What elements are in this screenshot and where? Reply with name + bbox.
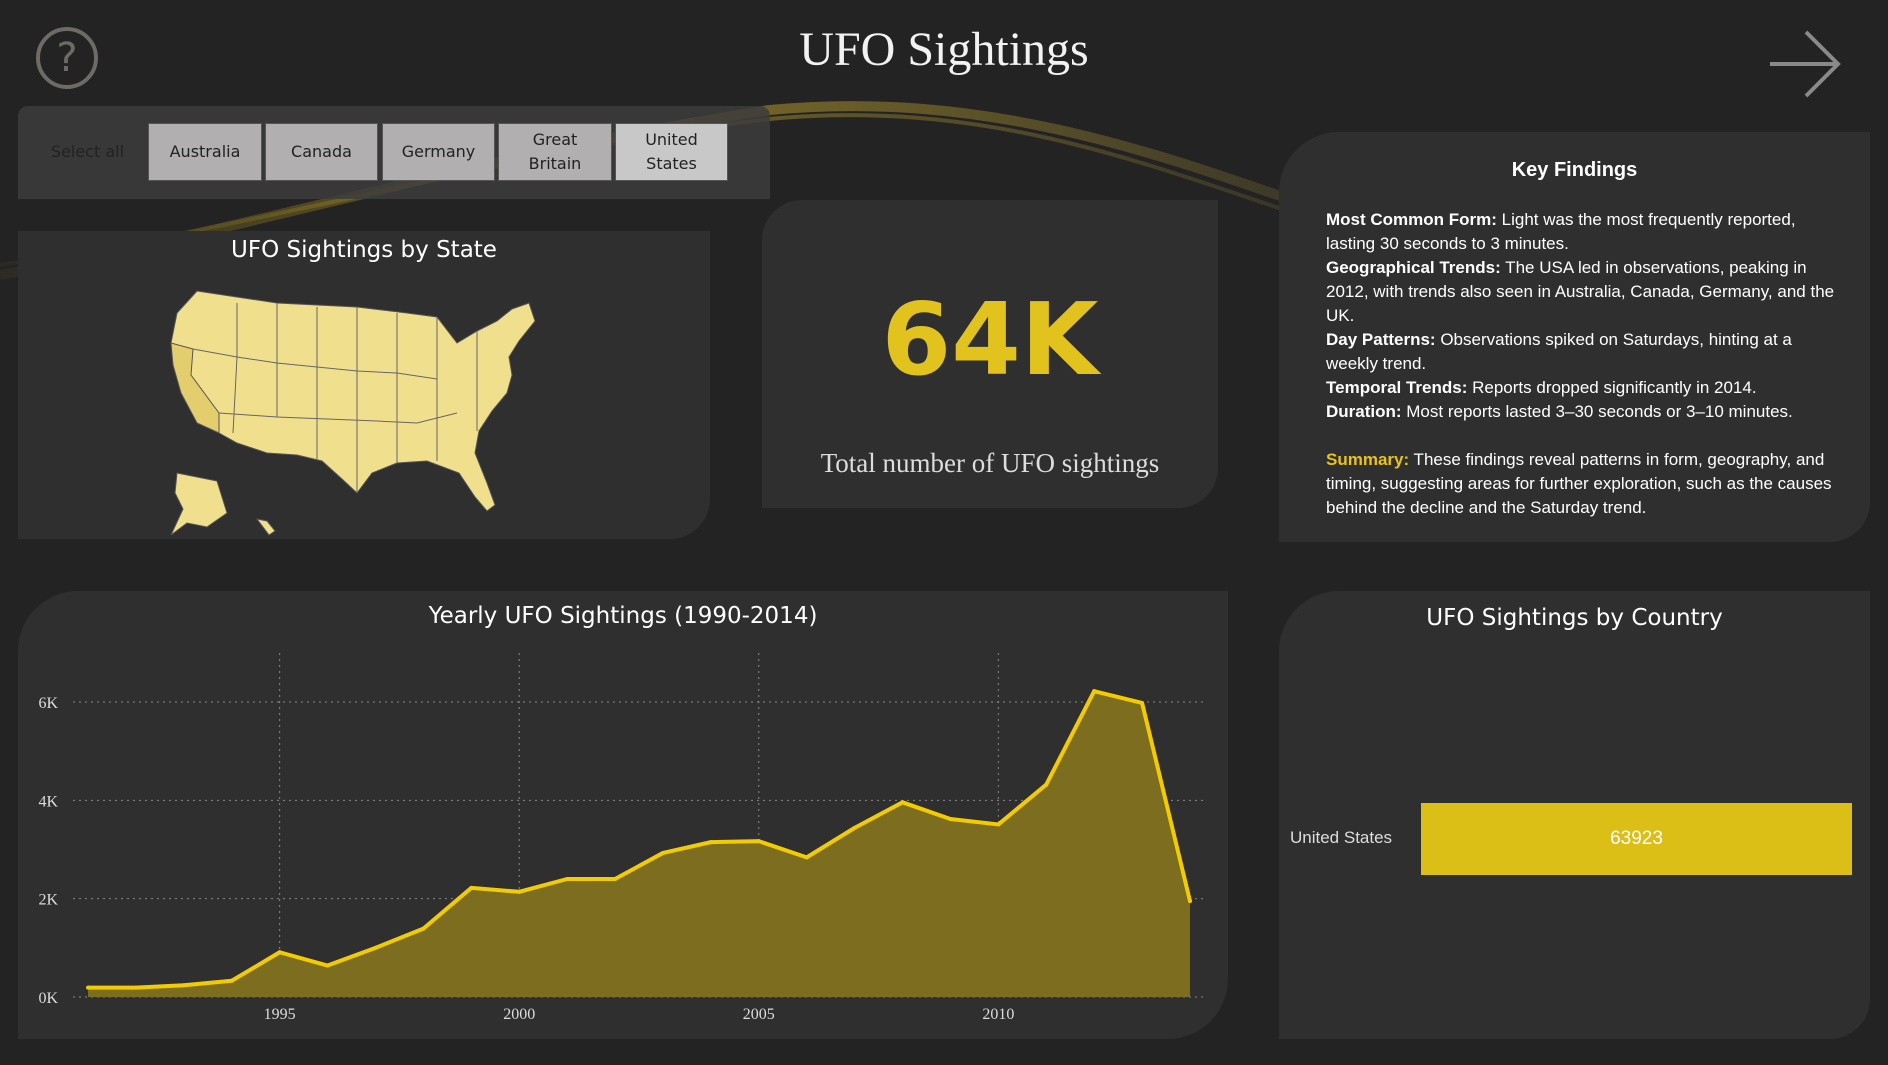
finding-label: Duration: [1326, 402, 1402, 421]
us-state-map[interactable] [157, 283, 577, 543]
continental-us [170, 290, 536, 512]
area-fill [88, 691, 1190, 997]
bar-data-label: 63923 [1610, 828, 1663, 849]
alaska [170, 472, 228, 536]
data-point [1044, 782, 1049, 787]
data-point [421, 926, 426, 931]
finding-text: Reports dropped significantly in 2014. [1467, 378, 1757, 397]
country-chart-title: UFO Sightings by Country [1426, 605, 1723, 631]
key-findings-title: Key Findings [1511, 159, 1638, 181]
key-findings-panel: Key Findings Most Common Form: Light was… [1279, 132, 1870, 542]
bar-category-label: United States [1290, 828, 1393, 847]
data-point [1092, 689, 1097, 694]
finding-label: Day Patterns: [1326, 330, 1436, 349]
bar-united-states[interactable] [1421, 803, 1852, 875]
summary-text: These findings reveal patterns in form, … [1326, 450, 1832, 517]
data-point [708, 840, 713, 845]
data-point [948, 817, 953, 822]
hawaii [255, 518, 276, 536]
series-line [88, 689, 1192, 990]
finding-item: Duration: Most reports lasted 3–30 secon… [1326, 400, 1846, 424]
y-tick-label: 4K [38, 793, 58, 810]
total-sightings-card: 64K Total number of UFO sightings [762, 200, 1218, 508]
country-chart-panel: UFO Sightings by Country United States 6… [1279, 591, 1870, 1039]
slicer-option-great-britain[interactable]: Great Britain [498, 123, 612, 181]
x-tick-label: 2005 [743, 1006, 775, 1023]
data-point [469, 885, 474, 890]
data-point [565, 877, 570, 881]
finding-text: Observations spiked on Saturdays, hintin… [1326, 330, 1792, 373]
data-point [325, 963, 330, 968]
y-tick-label: 6K [38, 695, 58, 712]
select-all-option[interactable]: Select all [50, 142, 125, 161]
slicer-option-united-states[interactable]: United States [615, 123, 728, 181]
data-point [852, 825, 857, 830]
data-point [613, 877, 618, 881]
finding-text: Most reports lasted 3–30 seconds or 3–10… [1401, 402, 1793, 421]
data-point [1140, 700, 1145, 705]
slicer-option-germany[interactable]: Germany [382, 123, 495, 181]
finding-label: Temporal Trends: [1326, 378, 1468, 397]
data-point [181, 983, 186, 988]
x-tick-label: 2000 [503, 1006, 535, 1023]
finding-label: Geographical Trends: [1326, 258, 1501, 277]
finding-item: Day Patterns: Observations spiked on Sat… [1326, 328, 1846, 376]
data-point [86, 985, 90, 990]
data-point [804, 855, 809, 860]
next-page-button[interactable] [1768, 30, 1842, 98]
summary-label: Summary: [1326, 450, 1410, 469]
kpi-value: 64K [881, 281, 1099, 398]
y-tick-label: 0K [38, 990, 58, 1007]
data-point [517, 889, 522, 894]
question-circle-icon: ? [56, 35, 78, 81]
finding-label: Most Common Form: [1326, 210, 1497, 229]
help-button[interactable]: ? [36, 27, 98, 89]
state-map-panel: UFO Sightings by State [18, 231, 710, 539]
data-point [660, 850, 665, 855]
summary: Summary: These findings reveal patterns … [1326, 448, 1846, 520]
data-point [229, 978, 234, 983]
slicer-option-australia[interactable]: Australia [148, 123, 262, 181]
data-point [996, 822, 1001, 827]
chart-title: Yearly UFO Sightings (1990-2014) [428, 603, 818, 629]
data-point [133, 985, 138, 990]
finding-item: Most Common Form: Light was the most fre… [1326, 208, 1846, 256]
finding-item: Geographical Trends: The USA led in obse… [1326, 256, 1846, 328]
finding-item: Temporal Trends: Reports dropped signifi… [1326, 376, 1846, 400]
finding-text: Light was the most frequently reported, … [1326, 210, 1796, 253]
findings-list: Most Common Form: Light was the most fre… [1326, 208, 1846, 520]
yearly-sightings-chart: 0K 2K 4K 6K 1995 2000 2005 2010 [38, 653, 1203, 1023]
data-point [277, 950, 282, 955]
x-tick-label: 1995 [264, 1006, 296, 1023]
arrow-right-icon [1770, 30, 1841, 98]
page-title: UFO Sightings [799, 23, 1089, 76]
x-tick-label: 2010 [982, 1006, 1014, 1023]
finding-text: The USA led in observations, peaking in … [1326, 258, 1835, 325]
slicer-option-canada[interactable]: Canada [265, 123, 378, 181]
data-point [1188, 899, 1192, 904]
data-point [900, 800, 905, 805]
y-tick-label: 2K [38, 892, 58, 909]
country-slicer: Select all Australia Canada Germany Grea… [18, 106, 770, 199]
map-title: UFO Sightings by State [231, 237, 497, 263]
data-point [756, 839, 761, 844]
state-california [170, 342, 220, 434]
kpi-label: Total number of UFO sightings [820, 448, 1160, 478]
data-point [373, 945, 378, 950]
